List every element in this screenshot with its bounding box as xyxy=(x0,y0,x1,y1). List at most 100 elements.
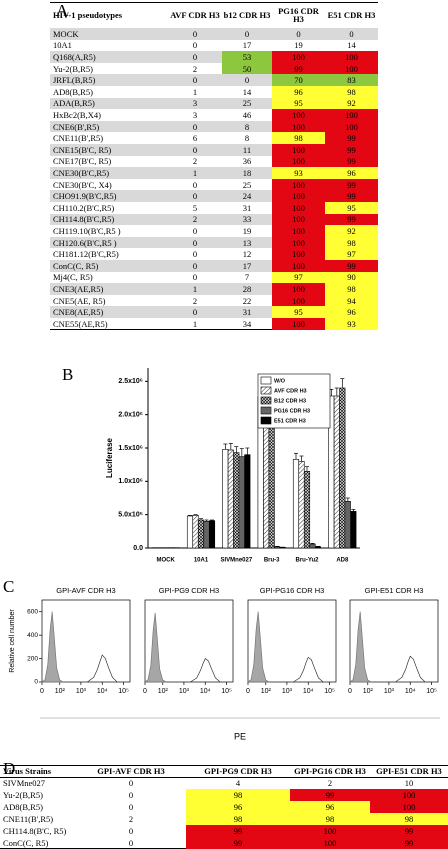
table-cell: 1 xyxy=(168,283,222,295)
table-cell: 11 xyxy=(222,144,272,156)
table-cell: 100 xyxy=(272,109,325,121)
table-cell: CNE15(B'C, R5) xyxy=(50,144,168,156)
table-cell: GPI-AVF CDR H3 xyxy=(76,765,186,777)
table-cell: 5 xyxy=(168,202,222,214)
table-cell: 0 xyxy=(168,237,222,249)
histogram-filled xyxy=(350,612,371,682)
table-cell: 96 xyxy=(325,306,378,318)
x-tick-label: 0 xyxy=(40,688,44,695)
table-cell: 12 xyxy=(222,248,272,260)
x-tick-label: 10⁵ xyxy=(324,688,335,695)
x-tick-label: 10⁵ xyxy=(221,688,232,695)
table-cell: 93 xyxy=(272,167,325,179)
table-cell: 98 xyxy=(272,132,325,144)
table-cell: 0 xyxy=(168,272,222,284)
y-tick-label: 400 xyxy=(27,632,38,639)
table-cell: 0 xyxy=(76,801,186,813)
table-cell: 0 xyxy=(168,190,222,202)
y-tick-label: 1.0x10⁶ xyxy=(118,478,143,485)
table-cell: 93 xyxy=(325,318,378,330)
y-tick-label: 2.5x10⁶ xyxy=(118,378,143,385)
bar xyxy=(193,515,199,548)
chart-title: GPI-AVF CDR H3 xyxy=(56,586,115,595)
table-cell: 0 xyxy=(168,74,222,86)
table-cell: 7 xyxy=(222,272,272,284)
table-cell: 99 xyxy=(290,789,370,801)
table-cell: HIV-1 pseudotypes xyxy=(50,2,168,28)
table-cell: 2 xyxy=(76,813,186,825)
table-cell: CNE11(B',R5) xyxy=(50,132,168,144)
table-cell: 97 xyxy=(325,248,378,260)
table-cell: 0 xyxy=(168,121,222,133)
table-cell: 97 xyxy=(272,272,325,284)
table-cell: 96 xyxy=(290,801,370,813)
table-cell: 25 xyxy=(222,98,272,110)
table-cell: 83 xyxy=(325,74,378,86)
table-cell: ConC(C, R5) xyxy=(50,260,168,272)
table-cell: 100 xyxy=(272,260,325,272)
table-cell: 34 xyxy=(222,318,272,330)
table-cell: 95 xyxy=(325,202,378,214)
table-cell: AVF CDR H3 xyxy=(168,2,222,28)
table-cell: CNE55(AE,R5) xyxy=(50,318,168,330)
x-tick-label: Bru-Yu2 xyxy=(295,558,319,564)
legend-swatch xyxy=(261,377,271,384)
table-cell: 2 xyxy=(290,777,370,789)
table-cell: 0 xyxy=(168,260,222,272)
table-cell: CH181.12(B'C,R5) xyxy=(50,248,168,260)
table-cell: 94 xyxy=(325,295,378,307)
legend-label: AVF CDR H3 xyxy=(274,388,307,394)
table-cell: 100 xyxy=(290,825,370,837)
table-cell: 96 xyxy=(272,86,325,98)
table-cell: 95 xyxy=(272,306,325,318)
table-cell: Yu-2(B,R5) xyxy=(50,63,168,75)
table-cell: 99 xyxy=(325,179,378,191)
table-cell: 1 xyxy=(168,318,222,330)
table-cell: CH119.10(B'C,R5 ) xyxy=(50,225,168,237)
table-cell: 19 xyxy=(222,225,272,237)
table-cell: 50 xyxy=(222,63,272,75)
table-cell: 99 xyxy=(186,825,290,837)
table-cell: 100 xyxy=(272,237,325,249)
bar xyxy=(209,521,215,548)
bar xyxy=(228,450,234,548)
table-cell: 10A1 xyxy=(50,40,168,52)
table-cell: 100 xyxy=(272,202,325,214)
bar xyxy=(223,449,229,548)
table-cell: 100 xyxy=(325,51,378,63)
table-cell: 6 xyxy=(168,132,222,144)
bar xyxy=(293,459,299,548)
table-cell: 0 xyxy=(168,144,222,156)
table-cell: 100 xyxy=(272,283,325,295)
table-cell: HxBc2(B,X4) xyxy=(50,109,168,121)
table-cell: CNE8(AE,R5) xyxy=(50,306,168,318)
histogram-filled xyxy=(145,613,166,682)
bar xyxy=(239,457,245,548)
bar xyxy=(280,547,286,548)
table-cell: 0 xyxy=(222,74,272,86)
table-cell: 25 xyxy=(222,179,272,191)
table-cell: SIVMne027 xyxy=(0,777,76,789)
table-cell: 100 xyxy=(370,789,448,801)
table-cell: 18 xyxy=(222,167,272,179)
table-cell: 31 xyxy=(222,306,272,318)
table-cell: CHO91.9(B'C,R5) xyxy=(50,190,168,202)
table-cell: 70 xyxy=(272,74,325,86)
bar xyxy=(234,453,240,548)
x-tick-label: 0 xyxy=(143,688,147,695)
table-cell: 99 xyxy=(325,214,378,226)
table-cell: 4 xyxy=(186,777,290,789)
x-tick-label: 10² xyxy=(363,688,374,695)
table-cell: CH114.8(B'C,R5) xyxy=(50,214,168,226)
legend-swatch xyxy=(261,397,271,404)
table-cell: AD8(B,R5) xyxy=(50,86,168,98)
table-cell: 2 xyxy=(168,156,222,168)
x-tick-label: 10² xyxy=(158,688,169,695)
table-cell: 3 xyxy=(168,109,222,121)
table-cell: 0 xyxy=(325,28,378,40)
table-cell: 2 xyxy=(168,63,222,75)
table-cell: 22 xyxy=(222,295,272,307)
table-cell: 98 xyxy=(186,789,290,801)
table-cell: 17 xyxy=(222,40,272,52)
table-cell: 14 xyxy=(222,86,272,98)
